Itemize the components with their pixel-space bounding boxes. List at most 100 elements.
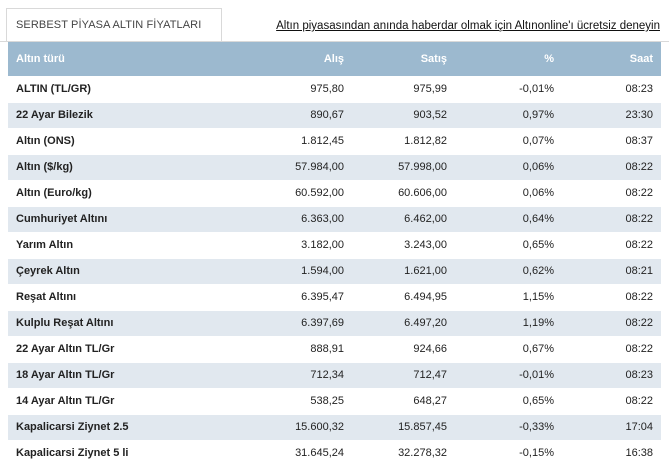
change-percent-cell: -0,15% (455, 440, 562, 467)
gold-type-cell: 22 Ayar Bilezik (8, 102, 250, 129)
sell-price-cell: 6.497,20 (352, 310, 455, 337)
gold-type-cell: Çeyrek Altın (8, 258, 250, 285)
sell-price-cell: 975,99 (352, 76, 455, 103)
buy-price-cell: 31.645,24 (250, 440, 352, 467)
sell-price-cell: 15.857,45 (352, 414, 455, 441)
table-row: Altın ($/kg) 57.984,00 57.998,00 0,06% 08:22 (8, 154, 661, 181)
gold-type-cell: ALTIN (TL/GR) (8, 76, 250, 103)
sell-price-cell: 924,66 (352, 336, 455, 363)
sell-price-cell: 1.621,00 (352, 258, 455, 285)
time-cell: 08:21 (562, 258, 661, 285)
buy-price-cell: 890,67 (250, 102, 352, 129)
tab-free-market-gold-prices[interactable]: SERBEST PİYASA ALTIN FİYATLARI (6, 8, 222, 41)
table-row: 22 Ayar Bilezik 890,67 903,52 0,97% 23:30 (8, 102, 661, 129)
column-header-time: Saat (562, 42, 661, 76)
gold-type-cell: Yarım Altın (8, 232, 250, 259)
altinonline-promo-link[interactable]: Altın piyasasından anında haberdar olmak… (276, 20, 660, 32)
time-cell: 23:30 (562, 102, 661, 129)
sell-price-cell: 903,52 (352, 102, 455, 129)
time-cell: 08:22 (562, 388, 661, 415)
column-header-sell: Satış (352, 42, 455, 76)
buy-price-cell: 6.397,69 (250, 310, 352, 337)
time-cell: 08:22 (562, 180, 661, 207)
column-header-buy: Alış (250, 42, 352, 76)
gold-type-cell: 18 Ayar Altın TL/Gr (8, 362, 250, 389)
change-percent-cell: 0,06% (455, 180, 562, 207)
time-cell: 08:22 (562, 232, 661, 259)
table-row: 22 Ayar Altın TL/Gr 888,91 924,66 0,67% 08:2… (8, 336, 661, 363)
buy-price-cell: 3.182,00 (250, 232, 352, 259)
buy-price-cell: 57.984,00 (250, 154, 352, 181)
buy-price-cell: 975,80 (250, 76, 352, 103)
time-cell: 08:23 (562, 76, 661, 103)
gold-type-cell: Kulplu Reşat Altını (8, 310, 250, 337)
change-percent-cell: 0,06% (455, 154, 562, 181)
table-row: Altın (ONS) 1.812,45 1.812,82 0,07% 08:37 (8, 128, 661, 155)
sell-price-cell: 32.278,32 (352, 440, 455, 467)
sell-price-cell: 3.243,00 (352, 232, 455, 259)
gold-type-cell: Kapalicarsi Ziynet 2.5 (8, 414, 250, 441)
gold-type-cell: 14 Ayar Altın TL/Gr (8, 388, 250, 415)
table-row: 18 Ayar Altın TL/Gr 712,34 712,47 -0,01% 08:… (8, 362, 661, 389)
table-row: Kulplu Reşat Altını 6.397,69 6.497,20 1,19%… (8, 310, 661, 337)
gold-type-cell: 22 Ayar Altın TL/Gr (8, 336, 250, 363)
change-percent-cell: 0,67% (455, 336, 562, 363)
change-percent-cell: 0,64% (455, 206, 562, 233)
table-row: Cumhuriyet Altını 6.363,00 6.462,00 0,64% 08… (8, 206, 661, 233)
gold-prices-table: Altın türü Alış Satış % Saat ALTIN (TL/G… (8, 42, 661, 467)
time-cell: 16:38 (562, 440, 661, 467)
sell-price-cell: 60.606,00 (352, 180, 455, 207)
change-percent-cell: 0,65% (455, 388, 562, 415)
time-cell: 08:22 (562, 154, 661, 181)
buy-price-cell: 60.592,00 (250, 180, 352, 207)
change-percent-cell: -0,01% (455, 362, 562, 389)
time-cell: 08:22 (562, 336, 661, 363)
gold-type-cell: Altın (ONS) (8, 128, 250, 155)
change-percent-cell: 0,97% (455, 102, 562, 129)
table-row: 14 Ayar Altın TL/Gr 538,25 648,27 0,65% 08:2… (8, 388, 661, 415)
gold-type-cell: Reşat Altını (8, 284, 250, 311)
table-row: Reşat Altını 6.395,47 6.494,95 1,15% 08:22 (8, 284, 661, 311)
buy-price-cell: 1.812,45 (250, 128, 352, 155)
tab-bar: SERBEST PİYASA ALTIN FİYATLARI Altın piy… (0, 0, 669, 42)
gold-type-cell: Kapalicarsi Ziynet 5 li (8, 440, 250, 467)
table-row: Kapalicarsi Ziynet 5 li 31.645,24 32.278,3… (8, 440, 661, 467)
time-cell: 08:23 (562, 362, 661, 389)
sell-price-cell: 1.812,82 (352, 128, 455, 155)
sell-price-cell: 6.494,95 (352, 284, 455, 311)
change-percent-cell: -0,01% (455, 76, 562, 103)
change-percent-cell: 0,07% (455, 128, 562, 155)
gold-type-cell: Altın (Euro/kg) (8, 180, 250, 207)
buy-price-cell: 538,25 (250, 388, 352, 415)
change-percent-cell: 1,19% (455, 310, 562, 337)
buy-price-cell: 15.600,32 (250, 414, 352, 441)
sell-price-cell: 648,27 (352, 388, 455, 415)
buy-price-cell: 6.363,00 (250, 206, 352, 233)
buy-price-cell: 712,34 (250, 362, 352, 389)
table-row: Kapalicarsi Ziynet 2.5 15.600,32 15.857,45… (8, 414, 661, 441)
buy-price-cell: 888,91 (250, 336, 352, 363)
table-row: Yarım Altın 3.182,00 3.243,00 0,65% 08:22 (8, 232, 661, 259)
time-cell: 08:37 (562, 128, 661, 155)
table-row: ALTIN (TL/GR) 975,80 975,99 -0,01% 08:23 (8, 76, 661, 103)
column-header-gold-type: Altın türü (8, 42, 250, 76)
sell-price-cell: 712,47 (352, 362, 455, 389)
change-percent-cell: 1,15% (455, 284, 562, 311)
gold-type-cell: Altın ($/kg) (8, 154, 250, 181)
time-cell: 08:22 (562, 284, 661, 311)
time-cell: 17:04 (562, 414, 661, 441)
table-row: Altın (Euro/kg) 60.592,00 60.606,00 0,06% 08… (8, 180, 661, 207)
column-header-percent: % (455, 42, 562, 76)
sell-price-cell: 57.998,00 (352, 154, 455, 181)
change-percent-cell: 0,65% (455, 232, 562, 259)
sell-price-cell: 6.462,00 (352, 206, 455, 233)
time-cell: 08:22 (562, 310, 661, 337)
time-cell: 08:22 (562, 206, 661, 233)
buy-price-cell: 6.395,47 (250, 284, 352, 311)
table-row: Çeyrek Altın 1.594,00 1.621,00 0,62% 08:21 (8, 258, 661, 285)
table-header-row: Altın türü Alış Satış % Saat (8, 42, 661, 76)
gold-type-cell: Cumhuriyet Altını (8, 206, 250, 233)
change-percent-cell: 0,62% (455, 258, 562, 285)
buy-price-cell: 1.594,00 (250, 258, 352, 285)
